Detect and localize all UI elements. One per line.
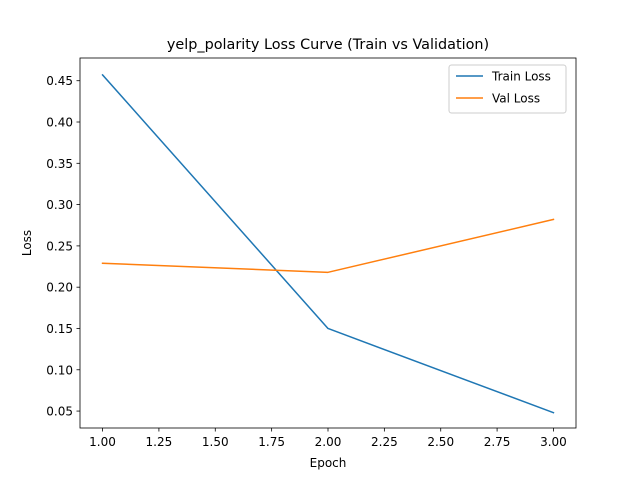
x-tick-label: 2.75 [484, 435, 511, 449]
y-axis-label: Loss [20, 230, 34, 256]
legend: Train Loss Val Loss [448, 64, 567, 114]
y-tick-label: 0.15 [46, 322, 73, 336]
x-tick-label: 1.75 [258, 435, 285, 449]
y-axis-ticks: 0.05 0.10 0.15 0.20 0.25 0.30 0.35 0.40 0.45 [46, 74, 80, 419]
y-tick-label: 0.05 [46, 405, 73, 419]
y-tick-label: 0.35 [46, 157, 73, 171]
y-tick-label: 0.45 [46, 74, 73, 88]
chart-title: yelp_polarity Loss Curve (Train vs Valid… [167, 37, 489, 53]
series-line-val-loss [101, 218, 555, 274]
x-tick-label: 3.00 [540, 435, 567, 449]
x-tick-label: 1.00 [89, 435, 116, 449]
series-line-train-loss [101, 73, 555, 414]
y-tick-label: 0.30 [46, 198, 73, 212]
x-tick-label: 2.00 [315, 435, 342, 449]
x-tick-label: 1.25 [146, 435, 173, 449]
legend-frame [448, 64, 567, 114]
x-tick-label: 1.50 [202, 435, 229, 449]
y-tick-label: 0.40 [46, 116, 73, 130]
legend-label: Train Loss [491, 70, 551, 84]
series-layer [101, 73, 555, 414]
x-tick-label: 2.50 [427, 435, 454, 449]
y-tick-label: 0.10 [46, 363, 73, 377]
x-axis-label: Epoch [310, 456, 347, 470]
y-tick-label: 0.25 [46, 239, 73, 253]
y-tick-label: 0.20 [46, 281, 73, 295]
x-tick-label: 2.25 [371, 435, 398, 449]
legend-label: Val Loss [492, 92, 540, 106]
x-axis-ticks: 1.00 1.25 1.50 1.75 2.00 2.25 2.50 2.75 3.00 [89, 428, 567, 449]
